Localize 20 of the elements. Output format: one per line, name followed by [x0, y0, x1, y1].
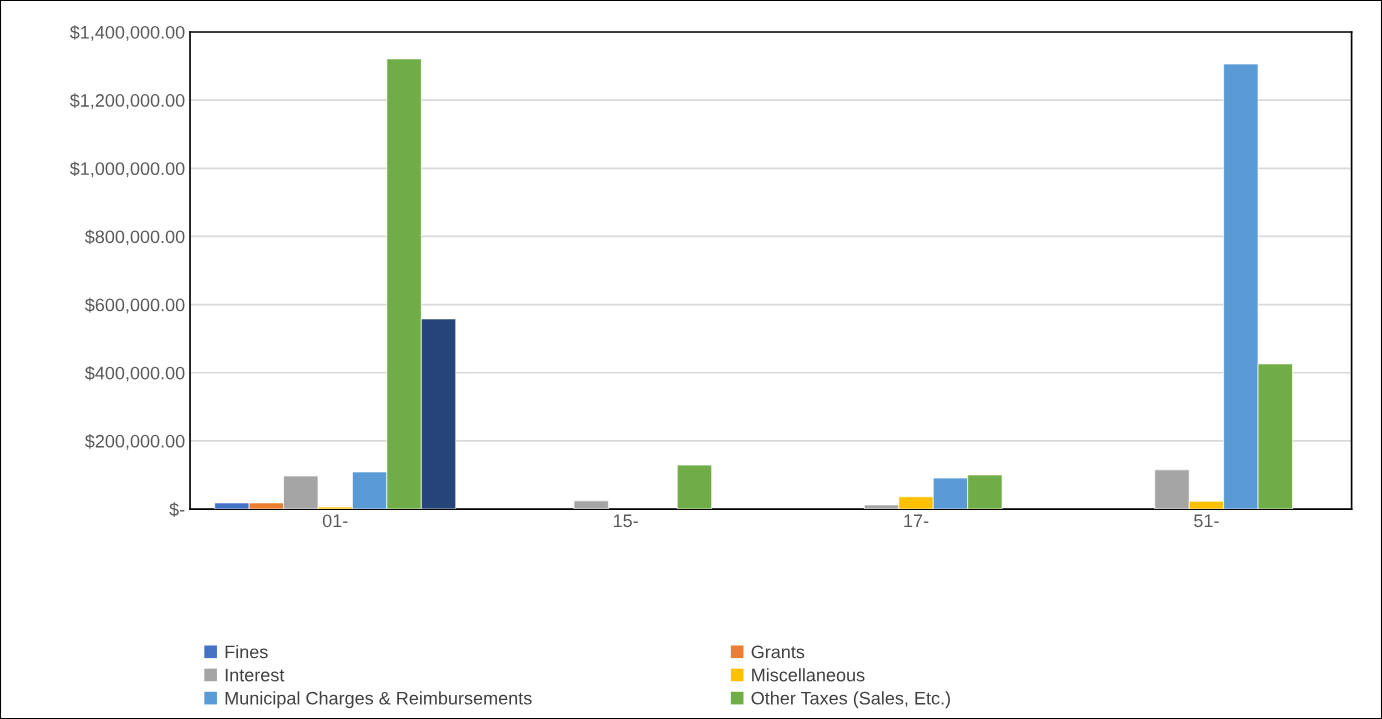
legend-label: Municipal Charges & Reimbursements	[225, 691, 532, 709]
x-tick-label: 51-	[1194, 514, 1219, 528]
legend-label: Other Taxes (Sales, Etc.)	[751, 691, 950, 709]
y-tick-label: $1,000,000.00	[69, 161, 185, 178]
bar	[676, 464, 713, 510]
y-tick-label: $200,000.00	[84, 434, 185, 450]
y-tick-label: $800,000.00	[84, 229, 185, 246]
legend-label: Miscellaneous	[752, 668, 865, 682]
y-tick-label: $1,200,000.00	[69, 93, 185, 109]
legend-label: Fines	[225, 645, 268, 659]
y-tick-label: $-	[169, 502, 185, 517]
y-tick-label: $600,000.00	[84, 297, 185, 314]
y-tick-label: $1,400,000.00	[69, 25, 185, 41]
legend-label: Interest	[225, 668, 285, 682]
x-tick-label: 15-	[613, 514, 638, 528]
x-tick-label: 01-	[322, 514, 348, 528]
bar	[573, 500, 609, 510]
legend-label: Grants	[751, 645, 805, 659]
y-tick-label: $400,000.00	[84, 365, 185, 382]
x-tick-label: 17-	[904, 514, 929, 527]
